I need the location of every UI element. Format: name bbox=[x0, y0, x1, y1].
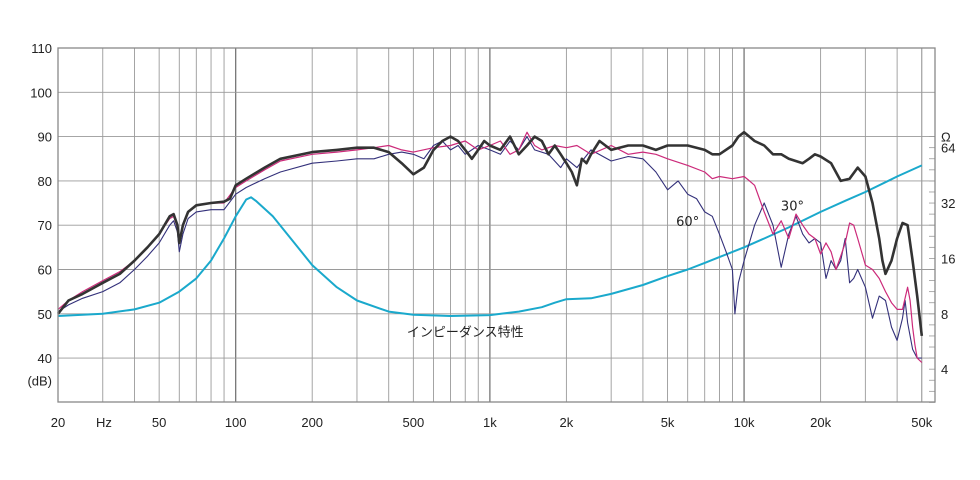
x-tick-label: 100 bbox=[225, 415, 247, 430]
x-tick-label: 20k bbox=[810, 415, 831, 430]
plot-border bbox=[57, 47, 936, 403]
y-tick-label: 50 bbox=[38, 307, 52, 322]
x-tick-label: 20 bbox=[51, 415, 65, 430]
x-tick-label: 50k bbox=[911, 415, 932, 430]
impedance-tick-label: 4 bbox=[941, 362, 948, 377]
impedance-tick-label: 16 bbox=[941, 251, 955, 266]
y-tick-label: 110 bbox=[31, 41, 52, 56]
impedance-tick-label: 32 bbox=[941, 196, 955, 211]
axis-labels: 40 50 60 70 80 90 100 110 (dB) 20 Hz 50 100 200 500 1k 2… bbox=[27, 41, 932, 430]
impedance-tick-label: 8 bbox=[941, 307, 948, 322]
annotation-label: 30° bbox=[781, 199, 804, 214]
series-lines bbox=[56, 130, 924, 363]
x-tick-label: 10k bbox=[734, 415, 755, 430]
impedance-unit-label: Ω bbox=[941, 130, 951, 145]
y-tick-label: 100 bbox=[30, 85, 52, 100]
grid-lines bbox=[57, 47, 935, 402]
x-tick-label: 200 bbox=[301, 415, 323, 430]
impedance-axis: 4 8 16 32 64Ω bbox=[929, 130, 955, 403]
series-line bbox=[56, 130, 924, 337]
y-tick-label: 90 bbox=[38, 130, 52, 145]
x-tick-label: 5k bbox=[661, 415, 675, 430]
y-tick-label: 40 bbox=[38, 351, 52, 366]
annotations: インピーダンス特性 30° 60° bbox=[407, 199, 804, 340]
plot-frame bbox=[57, 47, 936, 403]
series-line bbox=[57, 136, 922, 359]
y-axis-label: (dB) bbox=[27, 373, 52, 388]
series-line bbox=[57, 164, 923, 317]
annotation-label: インピーダンス特性 bbox=[407, 326, 524, 341]
x-tick-label: Hz bbox=[96, 415, 112, 430]
impedance-tick-label: 64 bbox=[941, 141, 955, 156]
annotation-label: 60° bbox=[676, 215, 699, 230]
y-tick-label: 70 bbox=[38, 218, 52, 233]
y-tick-label: 80 bbox=[38, 174, 52, 189]
x-tick-label: 2k bbox=[560, 415, 574, 430]
x-tick-label: 50 bbox=[152, 415, 166, 430]
x-tick-label: 1k bbox=[483, 415, 497, 430]
x-tick-label: 500 bbox=[403, 415, 425, 430]
y-tick-label: 60 bbox=[38, 263, 52, 278]
